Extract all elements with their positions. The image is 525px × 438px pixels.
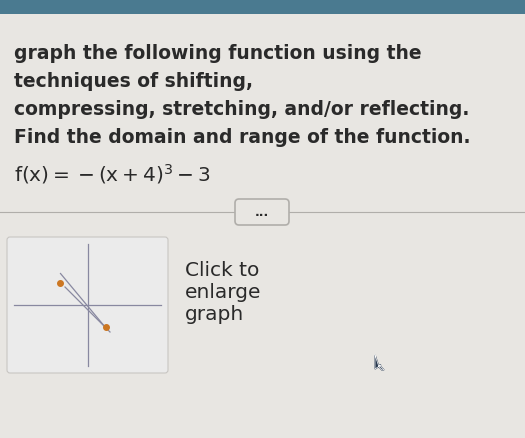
Text: graph: graph [185, 304, 244, 324]
Text: ...: ... [255, 205, 269, 219]
FancyBboxPatch shape [235, 199, 289, 225]
FancyBboxPatch shape [7, 237, 168, 373]
Text: graph the following function using the: graph the following function using the [14, 44, 422, 63]
Text: compressing, stretching, and/or reflecting.: compressing, stretching, and/or reflecti… [14, 100, 469, 119]
Text: $\mathsf{f(x) = -(x+4)^3 - 3}$: $\mathsf{f(x) = -(x+4)^3 - 3}$ [14, 162, 211, 186]
Polygon shape [375, 355, 384, 370]
Text: Click to: Click to [185, 261, 259, 279]
Text: Find the domain and range of the function.: Find the domain and range of the functio… [14, 128, 470, 147]
Bar [0, 0, 525, 14]
Text: techniques of shifting,: techniques of shifting, [14, 72, 253, 91]
Text: enlarge: enlarge [185, 283, 261, 301]
